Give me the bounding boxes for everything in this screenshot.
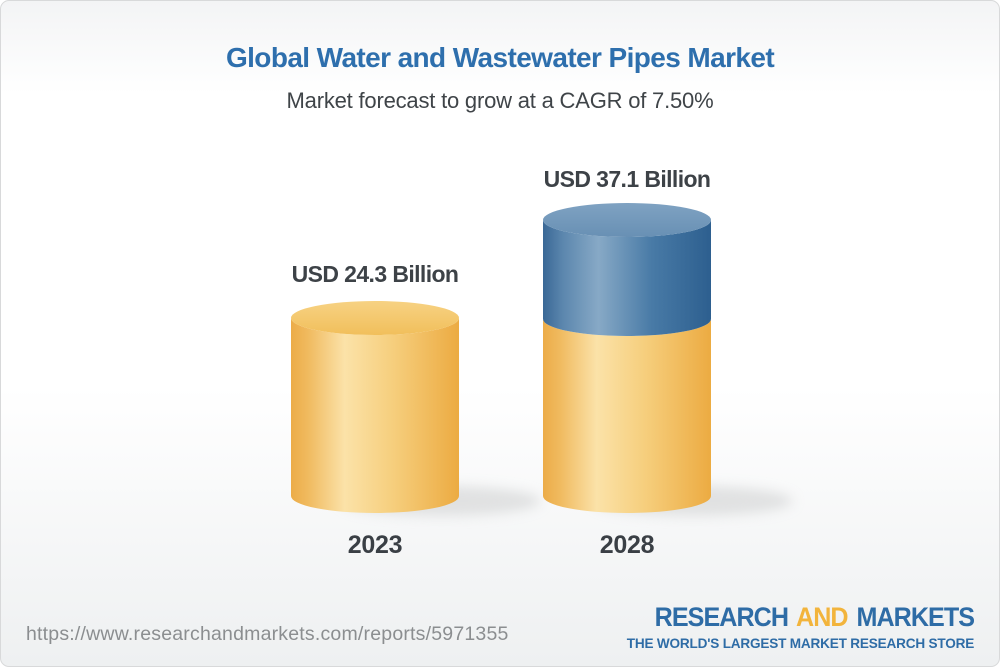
- logo-wordmark: RESEARCH AND MARKETS: [641, 602, 975, 632]
- bar-2023-body: [291, 318, 459, 513]
- bar-2023-value-label: USD 24.3 Billion: [291, 261, 459, 287]
- bar-2023-category-label: 2023: [347, 531, 403, 559]
- bar-2028-cylinder: [543, 203, 711, 513]
- bar-2028-top: [543, 203, 711, 237]
- bar-2023-cylinder: [291, 301, 459, 513]
- bar-2028-blue-segment: [543, 220, 711, 336]
- research-and-markets-logo: RESEARCH AND MARKETS THE WORLD'S LARGEST…: [616, 602, 975, 651]
- page-subtitle: Market forecast to grow at a CAGR of 7.5…: [286, 88, 714, 113]
- logo-tagline: THE WORLD'S LARGEST MARKET RESEARCH STOR…: [626, 635, 975, 651]
- logo-word-research: RESEARCH: [654, 602, 789, 632]
- bar-2028-gold-segment: [543, 319, 711, 513]
- report-url: https://www.researchandmarkets.com/repor…: [26, 623, 509, 645]
- bar-2028-category-label: 2028: [599, 531, 655, 559]
- bar-2023-top: [291, 301, 459, 335]
- logo-word-and: AND: [795, 602, 849, 632]
- bar-2028-value-label: USD 37.1 Billion: [543, 166, 711, 192]
- logo-word-markets: MARKETS: [856, 602, 975, 632]
- page-title: Global Water and Wastewater Pipes Market: [225, 42, 775, 73]
